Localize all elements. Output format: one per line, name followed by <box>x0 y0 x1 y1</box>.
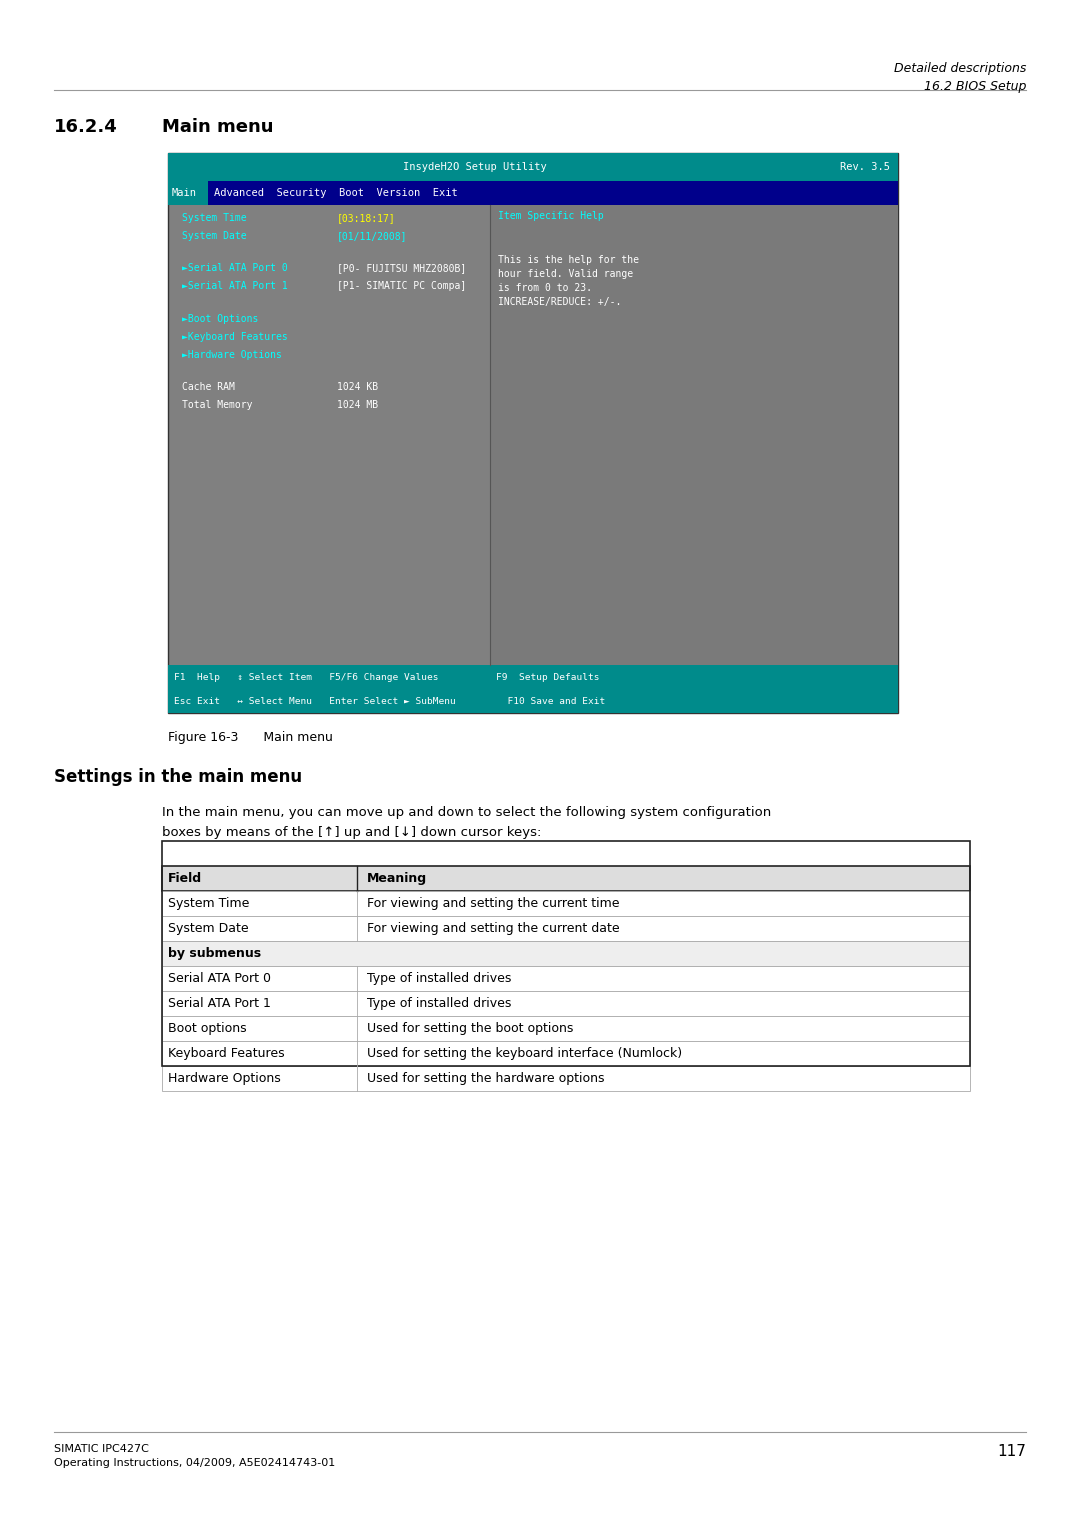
Text: Total Memory: Total Memory <box>183 400 253 411</box>
Text: Field: Field <box>168 872 202 886</box>
Text: For viewing and setting the current time: For viewing and setting the current time <box>367 896 620 910</box>
Text: [01/11/2008]: [01/11/2008] <box>337 231 407 241</box>
Text: [P1- SIMATIC PC Compa]: [P1- SIMATIC PC Compa] <box>337 281 467 292</box>
Text: Item Specific Help: Item Specific Help <box>498 211 604 221</box>
Text: 1024 KB: 1024 KB <box>337 382 378 392</box>
Text: System Time: System Time <box>183 212 246 223</box>
Bar <box>168 664 897 689</box>
Text: Esc Exit   ↔ Select Menu   Enter Select ► SubMenu         F10 Save and Exit: Esc Exit ↔ Select Menu Enter Select ► Su… <box>174 696 605 705</box>
Text: F1  Help   ↕ Select Item   F5/F6 Change Values          F9  Setup Defaults: F1 Help ↕ Select Item F5/F6 Change Value… <box>174 672 599 681</box>
Text: Type of installed drives: Type of installed drives <box>367 973 511 985</box>
Text: Boot options: Boot options <box>168 1022 246 1035</box>
Text: InsydeH2O Setup Utility: InsydeH2O Setup Utility <box>403 162 546 173</box>
Bar <box>490 205 897 664</box>
Bar <box>162 967 970 991</box>
Text: ►Serial ATA Port 0: ►Serial ATA Port 0 <box>183 263 287 273</box>
Text: [03:18:17]: [03:18:17] <box>337 212 395 223</box>
Text: Serial ATA Port 1: Serial ATA Port 1 <box>168 997 271 1009</box>
Bar <box>162 1015 970 1041</box>
Text: 117: 117 <box>997 1445 1026 1458</box>
Text: ►Serial ATA Port 1: ►Serial ATA Port 1 <box>183 281 287 292</box>
Bar <box>168 689 897 713</box>
Bar <box>162 1041 970 1066</box>
Text: by submenus: by submenus <box>168 947 261 960</box>
Text: Used for setting the hardware options: Used for setting the hardware options <box>367 1072 605 1086</box>
Text: Rev. 3.5: Rev. 3.5 <box>840 162 890 173</box>
Text: Settings in the main menu: Settings in the main menu <box>54 768 302 786</box>
Text: 16.2 BIOS Setup: 16.2 BIOS Setup <box>923 79 1026 93</box>
Text: Type of installed drives: Type of installed drives <box>367 997 511 1009</box>
Text: This is the help for the
hour field. Valid range
is from 0 to 23.
INCREASE/REDUC: This is the help for the hour field. Val… <box>498 255 639 307</box>
Bar <box>162 841 970 1066</box>
Text: Serial ATA Port 0: Serial ATA Port 0 <box>168 973 271 985</box>
Bar <box>162 991 970 1015</box>
Text: 16.2.4: 16.2.4 <box>54 118 118 136</box>
Text: ►Hardware Options: ►Hardware Options <box>183 350 282 360</box>
Bar <box>168 182 897 205</box>
Text: System Time: System Time <box>168 896 249 910</box>
Text: Cache RAM: Cache RAM <box>183 382 234 392</box>
Text: Operating Instructions, 04/2009, A5E02414743-01: Operating Instructions, 04/2009, A5E0241… <box>54 1458 335 1467</box>
Text: System Date: System Date <box>183 231 246 241</box>
Text: Hardware Options: Hardware Options <box>168 1072 281 1086</box>
Bar <box>162 941 970 967</box>
Text: [P0- FUJITSU MHZ2080B]: [P0- FUJITSU MHZ2080B] <box>337 263 467 273</box>
Text: Meaning: Meaning <box>367 872 427 886</box>
Text: Figure 16-3  Main menu: Figure 16-3 Main menu <box>168 731 333 744</box>
Text: boxes by means of the [↑] up and [↓] down cursor keys:: boxes by means of the [↑] up and [↓] dow… <box>162 826 541 838</box>
Text: Used for setting the keyboard interface (Numlock): Used for setting the keyboard interface … <box>367 1048 683 1060</box>
Bar <box>162 866 970 890</box>
Bar <box>162 890 970 916</box>
Bar <box>162 1066 970 1090</box>
Text: System Date: System Date <box>168 922 248 935</box>
Text: Main menu: Main menu <box>162 118 273 136</box>
Bar <box>168 153 897 182</box>
Text: ►Boot Options: ►Boot Options <box>183 315 258 324</box>
Text: Advanced  Security  Boot  Version  Exit: Advanced Security Boot Version Exit <box>214 188 458 199</box>
Text: ►Keyboard Features: ►Keyboard Features <box>183 331 287 342</box>
Text: Keyboard Features: Keyboard Features <box>168 1048 285 1060</box>
Text: SIMATIC IPC427C: SIMATIC IPC427C <box>54 1445 149 1454</box>
Text: Detailed descriptions: Detailed descriptions <box>893 63 1026 75</box>
Text: Used for setting the boot options: Used for setting the boot options <box>367 1022 573 1035</box>
Text: In the main menu, you can move up and down to select the following system config: In the main menu, you can move up and do… <box>162 806 771 818</box>
Text: 1024 MB: 1024 MB <box>337 400 378 411</box>
Bar <box>168 153 897 713</box>
Text: Main: Main <box>172 188 197 199</box>
Text: For viewing and setting the current date: For viewing and setting the current date <box>367 922 620 935</box>
Bar <box>162 916 970 941</box>
Bar <box>168 182 208 205</box>
